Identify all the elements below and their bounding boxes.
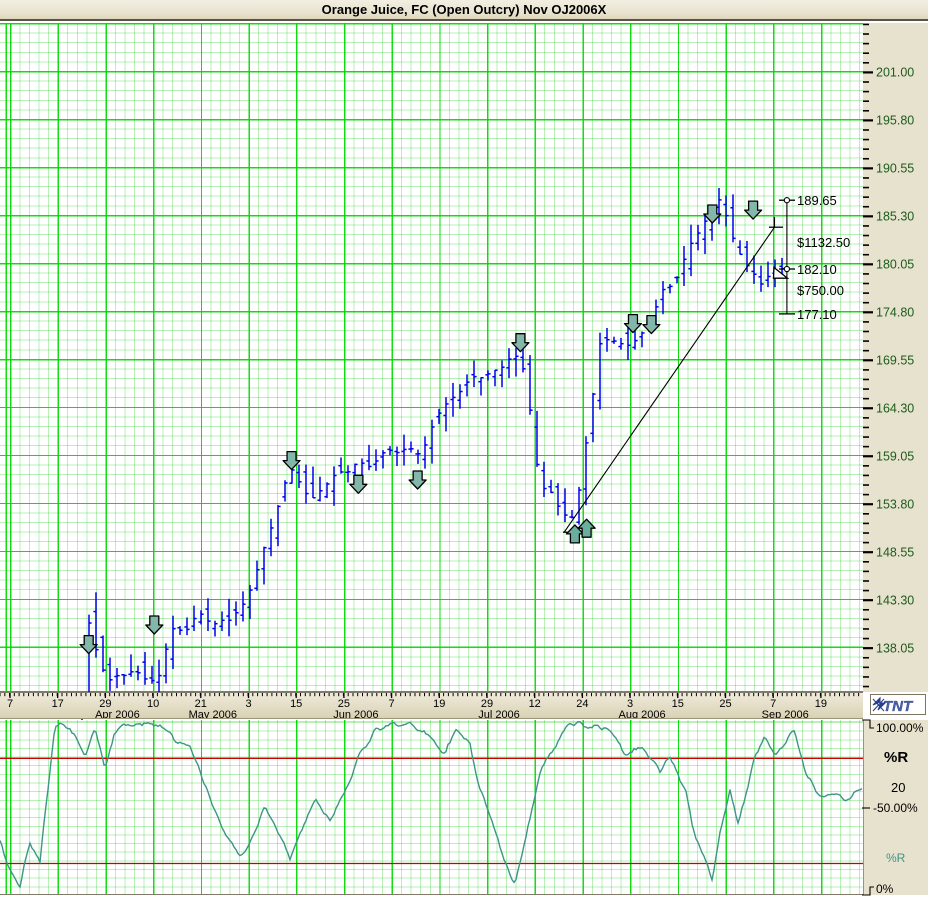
svg-text:169.55: 169.55 (876, 354, 914, 368)
svg-text:Apr 2006: Apr 2006 (95, 709, 140, 719)
svg-text:159.05: 159.05 (876, 450, 914, 464)
svg-text:19: 19 (433, 698, 445, 710)
svg-text:Jun 2006: Jun 2006 (333, 709, 378, 719)
svg-text:174.80: 174.80 (876, 306, 914, 320)
svg-text:Sep 2006: Sep 2006 (762, 709, 809, 719)
svg-text:12: 12 (529, 698, 541, 710)
svg-text:190.55: 190.55 (876, 162, 914, 176)
svg-text:15: 15 (290, 698, 302, 710)
svg-text:10: 10 (147, 698, 159, 710)
svg-text:148.55: 148.55 (876, 546, 914, 560)
svg-text:143.30: 143.30 (876, 593, 914, 607)
svg-text:138.05: 138.05 (876, 641, 914, 655)
svg-text:189.65: 189.65 (797, 193, 837, 208)
svg-text:7: 7 (7, 698, 13, 710)
svg-text:153.80: 153.80 (876, 498, 914, 512)
svg-text:3: 3 (245, 698, 251, 710)
svg-text:Aug 2006: Aug 2006 (619, 709, 666, 719)
svg-text:15: 15 (672, 698, 684, 710)
svg-text:24: 24 (576, 698, 588, 710)
svg-text:19: 19 (815, 698, 827, 710)
svg-text:177.10: 177.10 (797, 307, 837, 322)
svg-text:$750.00: $750.00 (797, 283, 844, 298)
svg-text:17: 17 (52, 698, 64, 710)
svg-text:25: 25 (719, 698, 731, 710)
svg-text:164.30: 164.30 (876, 402, 914, 416)
svg-text:Jul 2006: Jul 2006 (478, 709, 520, 719)
svg-text:201.00: 201.00 (876, 66, 914, 80)
svg-text:182.10: 182.10 (797, 262, 837, 277)
svg-text:185.30: 185.30 (876, 210, 914, 224)
svg-text:May 2006: May 2006 (189, 709, 237, 719)
svg-text:180.05: 180.05 (876, 258, 914, 272)
svg-text:$1132.50: $1132.50 (797, 235, 850, 250)
svg-text:7: 7 (389, 698, 395, 710)
svg-text:195.80: 195.80 (876, 114, 914, 128)
